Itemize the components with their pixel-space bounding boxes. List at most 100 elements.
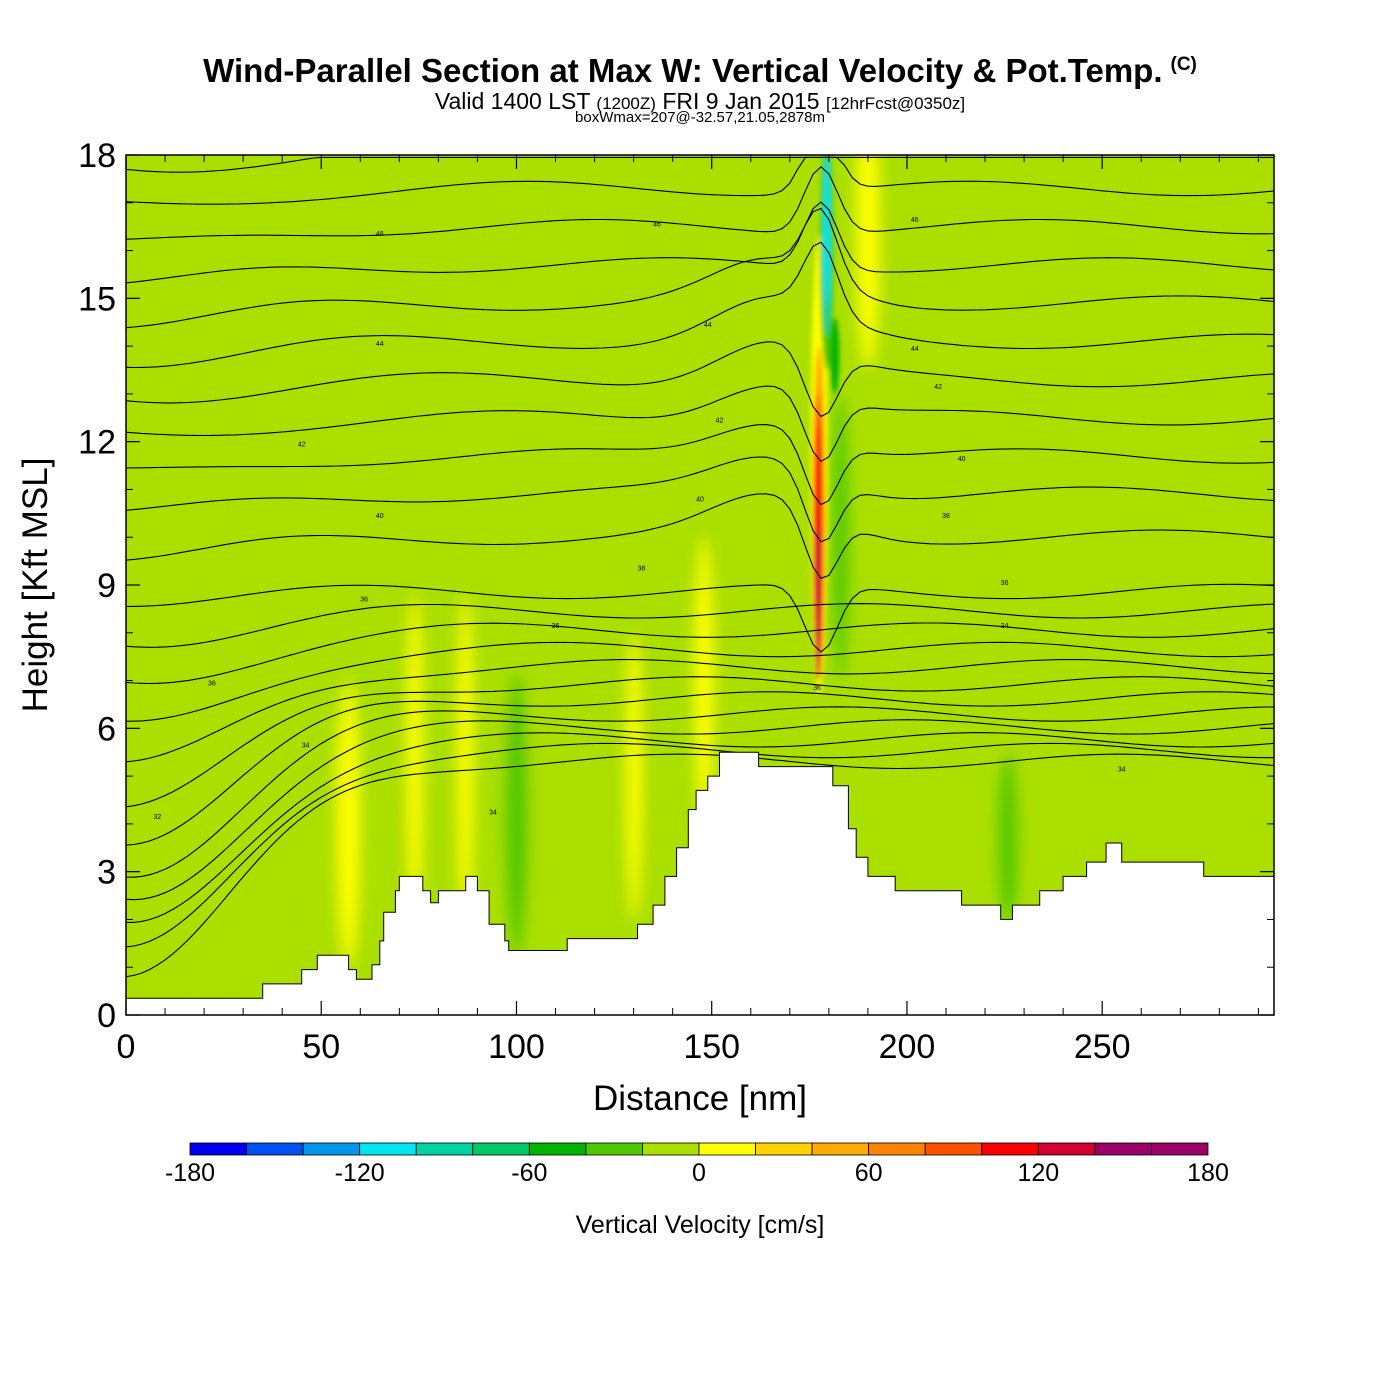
colorbar-swatch [981, 1142, 1039, 1156]
velocity-cell [196, 890, 228, 987]
contour-label: 38 [638, 566, 646, 573]
theta-contour [126, 603, 1274, 648]
y-axis-label: Height [Kft MSL] [16, 458, 55, 713]
y-tick-label: 18 [78, 137, 116, 175]
velocity-cell [1078, 155, 1126, 585]
colorbar-tick-label: 0 [692, 1159, 706, 1187]
forecast-info: [12hrFcst@0350z] [825, 94, 966, 113]
theta-contour [126, 676, 1274, 808]
velocity-cell [457, 594, 474, 929]
theta-contour [126, 201, 1274, 284]
contour-label: 34 [1001, 623, 1009, 630]
velocity-cell [998, 752, 1019, 925]
theta-contour [126, 207, 1274, 329]
colorbar-tick-label: -60 [511, 1159, 547, 1187]
valid-date: FRI 9 Jan 2015 [662, 88, 820, 114]
contour-label: 46 [653, 222, 661, 229]
contour-label: 36 [552, 623, 560, 630]
updraft-core [810, 155, 840, 695]
contour-label: 42 [298, 441, 306, 448]
contour-label: 34 [1118, 766, 1126, 773]
theta-contour [126, 424, 1274, 506]
contour-label: 44 [704, 322, 712, 329]
contour-labels: 32 34 36 36 36 38 34 40 40 42 42 44 44 46 46 46 44 42 40 38… [153, 217, 1125, 821]
theta-contour [126, 641, 1274, 722]
colorbar-swatch [585, 1142, 643, 1156]
contour-label: 34 [302, 742, 310, 749]
contour-label: 40 [376, 513, 384, 520]
contour-label: 44 [911, 346, 919, 353]
x-tick-label: 200 [879, 1028, 936, 1066]
contour-label: 40 [696, 496, 704, 503]
x-tick-label: 250 [1074, 1028, 1131, 1066]
velocity-cell [879, 155, 935, 1015]
x-tick-label: 0 [117, 1028, 136, 1066]
contour-label: 46 [911, 217, 919, 224]
contour-label: 42 [716, 418, 724, 425]
velocity-cell [946, 155, 986, 538]
colorbar-swatch [359, 1142, 417, 1156]
velocity-cell [625, 632, 642, 920]
contour-label: 34 [489, 809, 497, 816]
copyright-mark: (C) [1170, 54, 1197, 75]
contour-label: 38 [942, 513, 950, 520]
contour-label: 42 [934, 384, 942, 391]
theta-contour [126, 732, 1274, 924]
colorbar-swatch [698, 1142, 756, 1156]
theta-contour [126, 706, 1274, 878]
terrain [126, 751, 1274, 1015]
y-tick-label: 6 [97, 710, 116, 748]
contour-label: 36 [1001, 580, 1009, 587]
theta-contour [126, 753, 1274, 978]
theta-contour [126, 156, 1274, 173]
y-tick-label: 12 [78, 424, 116, 462]
colorbar-swatch [472, 1142, 530, 1156]
theta-contour [126, 622, 1274, 685]
contour-label: 32 [153, 814, 161, 821]
velocity-cell [1219, 155, 1259, 920]
x-axis-label: Distance [nm] [593, 1079, 807, 1118]
contour-label: 36 [813, 685, 821, 692]
velocity-cell [137, 155, 177, 1015]
colorbar-tick-label: 120 [1017, 1159, 1059, 1187]
colorbar-swatch [302, 1142, 361, 1156]
theta-contour [126, 583, 1274, 653]
colorbar-swatch [642, 1142, 700, 1156]
velocity-cell [832, 393, 849, 681]
y-tick-label: 9 [97, 567, 116, 605]
colorbar-swatch [868, 1142, 926, 1156]
velocity-core [830, 317, 840, 394]
colorbar-swatch [246, 1142, 304, 1156]
velocity-core [823, 155, 831, 308]
velocity-cell [563, 155, 611, 1015]
valid-time-line: Valid 1400 LST (1200Z) FRI 9 Jan 2015 [1… [0, 88, 1400, 115]
theta-contour [126, 742, 1274, 948]
velocity-cell [694, 537, 714, 824]
velocity-cell [407, 594, 423, 929]
plot-area: 32 34 36 36 36 38 34 40 40 42 42 44 44 46 46 46 44 42 40 38… [126, 155, 1274, 1015]
velocity-cell [336, 680, 361, 968]
x-tick-label: 100 [488, 1028, 545, 1066]
colorbar-swatch [1037, 1142, 1096, 1156]
contour-label: 36 [208, 680, 216, 687]
potential-temperature-contours [126, 156, 1274, 978]
colorbar-swatch [811, 1142, 870, 1156]
colorbar-swatch [755, 1142, 813, 1156]
y-tick-label: 15 [78, 280, 116, 318]
theta-contour [126, 156, 1274, 205]
title-text: Wind-Parallel Section at Max W: Vertical… [203, 52, 1163, 89]
theta-contour [126, 719, 1274, 901]
y-tick-label: 3 [97, 854, 116, 892]
theta-contour [126, 456, 1274, 543]
velocity-cell [504, 671, 529, 958]
utc-time: (1200Z) [596, 94, 656, 113]
colorbar-label: Vertical Velocity [cm/s] [576, 1211, 825, 1239]
velocity-core [815, 422, 822, 538]
colorbar-swatch [189, 1142, 247, 1156]
contour-label: 40 [958, 456, 966, 463]
velocity-cell [305, 155, 337, 1015]
valid-prefix: Valid 1400 LST [434, 88, 591, 114]
velocity-cell [856, 155, 880, 370]
